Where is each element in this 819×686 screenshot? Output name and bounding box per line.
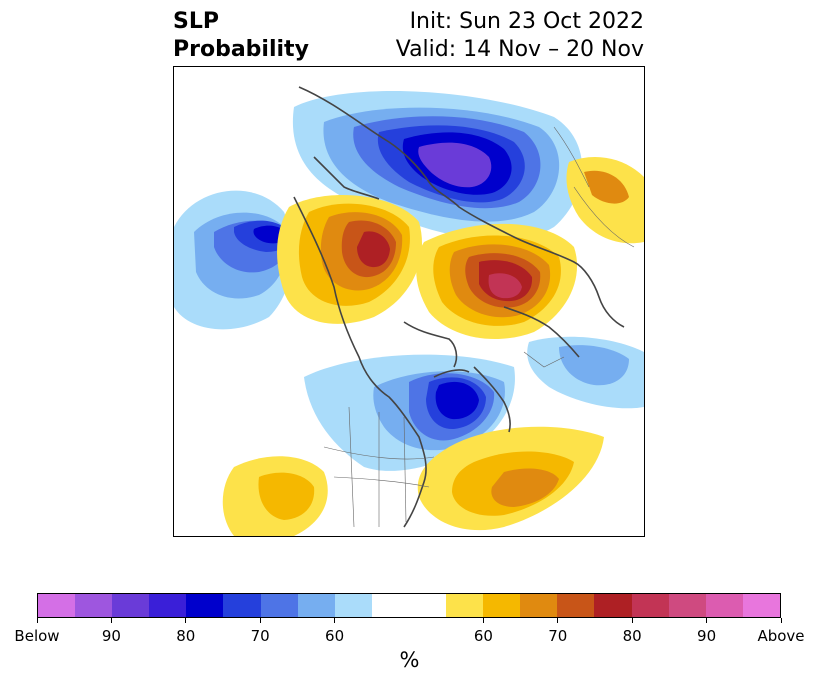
colorbar-swatch bbox=[186, 594, 224, 617]
colorbar-swatch bbox=[408, 594, 447, 617]
colorbar-swatch bbox=[75, 594, 113, 617]
title-field: Probability bbox=[173, 37, 309, 62]
colorbar-tick-label: 80 bbox=[176, 627, 196, 645]
colorbar-tick-label: Below bbox=[14, 627, 60, 645]
colorbar-swatch bbox=[112, 594, 150, 617]
above-anomaly-east-siberia bbox=[277, 195, 422, 324]
colorbar-tick bbox=[706, 618, 708, 623]
colorbar-swatch bbox=[334, 594, 372, 617]
colorbar-tick bbox=[185, 618, 187, 623]
colorbar-tick bbox=[780, 618, 782, 623]
colorbar-swatch bbox=[594, 594, 632, 617]
colorbar bbox=[37, 593, 781, 618]
colorbar-tick-label: Above bbox=[757, 627, 805, 645]
below-anomaly-europe bbox=[527, 336, 644, 409]
colorbar-tick bbox=[110, 618, 112, 623]
colorbar-ticks: Below 90 80 70 60 60 70 80 90 Above bbox=[14, 618, 805, 648]
colorbar-swatch bbox=[705, 594, 743, 617]
colorbar-swatch bbox=[520, 594, 558, 617]
colorbar-tick bbox=[36, 618, 38, 623]
above-anomaly-atlantic bbox=[417, 426, 604, 531]
colorbar-swatch bbox=[483, 594, 521, 617]
colorbar-swatch bbox=[223, 594, 261, 617]
probability-map bbox=[174, 86, 644, 536]
colorbar-swatch bbox=[260, 594, 298, 617]
colorbar-tick-label: 60 bbox=[325, 627, 345, 645]
colorbar-tick-label: 70 bbox=[250, 627, 270, 645]
colorbar-swatch bbox=[631, 594, 669, 617]
colorbar-tick-label: 60 bbox=[473, 627, 493, 645]
colorbar-unit-label: % bbox=[399, 648, 420, 672]
below-anomaly-gulf-of-alaska bbox=[174, 190, 293, 330]
colorbar-swatch bbox=[557, 594, 595, 617]
above-anomaly-asia bbox=[566, 157, 644, 244]
colorbar-tick bbox=[259, 618, 261, 623]
colorbar-tick bbox=[482, 618, 484, 623]
colorbar-swatch bbox=[297, 594, 335, 617]
colorbar-tick-label: 90 bbox=[101, 627, 121, 645]
title-variable: SLP bbox=[173, 9, 219, 34]
colorbar-swatch bbox=[446, 594, 484, 617]
colorbar-tick bbox=[557, 618, 559, 623]
colorbar-tick-label: 70 bbox=[548, 627, 568, 645]
coastlines bbox=[293, 86, 625, 528]
colorbar-tick-label: 80 bbox=[622, 627, 642, 645]
valid-dates: Valid: 14 Nov – 20 Nov bbox=[395, 37, 644, 62]
colorbar-swatch bbox=[371, 594, 409, 617]
map-dates: Init: Sun 23 Oct 2022 Valid: 14 Nov – 20… bbox=[396, 8, 644, 64]
colorbar-tick bbox=[631, 618, 633, 623]
colorbar-swatch bbox=[149, 594, 187, 617]
country-borders bbox=[323, 126, 635, 528]
map-title: SLP Probability bbox=[173, 8, 309, 64]
colorbar-swatch bbox=[668, 594, 706, 617]
colorbar-swatch bbox=[38, 594, 76, 617]
init-date: Init: Sun 23 Oct 2022 bbox=[409, 9, 644, 34]
colorbar-tick bbox=[334, 618, 336, 623]
map-panel bbox=[173, 66, 645, 537]
colorbar-tick-label: 90 bbox=[697, 627, 717, 645]
above-anomaly-africa bbox=[222, 456, 328, 536]
colorbar-swatch bbox=[742, 594, 780, 617]
above-anomaly-scandinavia bbox=[416, 223, 578, 340]
